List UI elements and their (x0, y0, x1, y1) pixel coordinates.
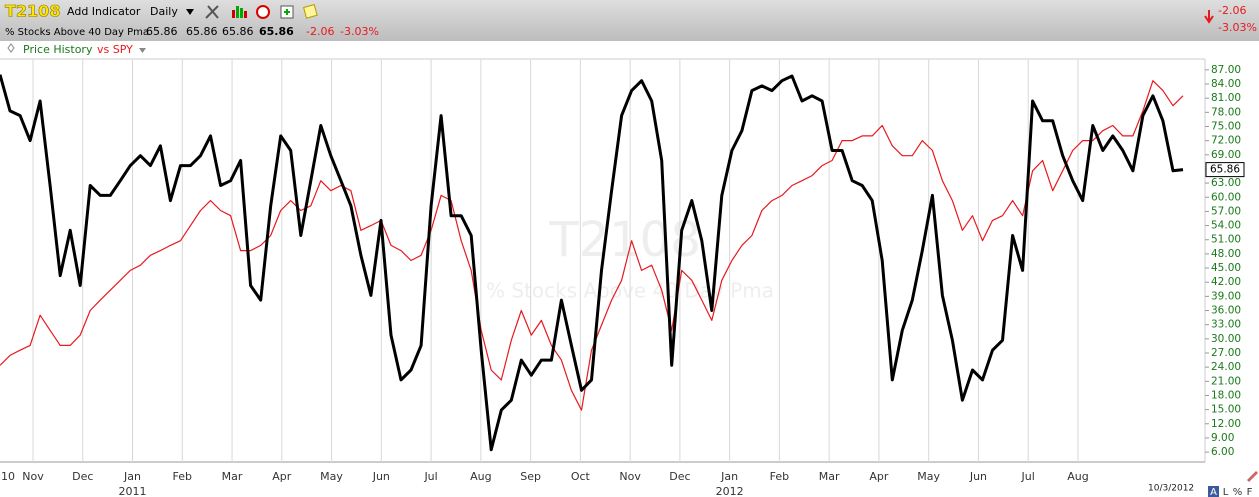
x-tick-label: May (917, 470, 940, 483)
y-tick-label: 33.00 (1211, 319, 1241, 331)
y-tick-label: 27.00 (1211, 347, 1241, 359)
x-tick-label: Apr (869, 470, 889, 483)
y-tick-label: 63.00 (1211, 177, 1241, 189)
y-tick-label: 51.00 (1211, 234, 1241, 246)
y-tick-label: 36.00 (1211, 305, 1241, 317)
tool-icons (205, 4, 318, 19)
x-tick-label: Mar (819, 470, 840, 483)
header-change-pct: -3.03% (1218, 21, 1257, 34)
button[interactable]: F (1247, 487, 1253, 497)
x-tick-label: Dec (72, 470, 93, 483)
header-change: -2.06 (1218, 4, 1246, 17)
legend-entry[interactable]: vs SPY (97, 43, 133, 56)
last-value-box (1205, 162, 1245, 178)
x-tick-label: Sep (520, 470, 541, 483)
y-tick-label: 12.00 (1211, 418, 1241, 430)
dropdown-arrow[interactable] (186, 9, 194, 15)
year-label: 2012 (716, 485, 744, 497)
quote-value: 65.86 (259, 25, 294, 38)
y-tick-label: 21.00 (1211, 375, 1241, 387)
x-tick-label: Nov (22, 470, 44, 483)
dropdown-arrow[interactable] (139, 48, 146, 53)
last-value-label: 65.86 (1210, 164, 1240, 176)
edit-icon[interactable] (1247, 471, 1258, 482)
y-tick-label: 24.00 (1211, 361, 1241, 373)
x-tick-label: Jul (423, 470, 437, 483)
y-tick-label: 75.00 (1211, 120, 1241, 132)
down-arrow (1204, 10, 1214, 24)
legend-entry[interactable]: Price History (23, 43, 93, 56)
x-tick-label: Apr (272, 470, 292, 483)
y-tick-label: 6.00 (1211, 446, 1234, 458)
x-tick-label: Jun (372, 470, 390, 483)
y-tick-label: 42.00 (1211, 276, 1241, 288)
y-tick-label: 81.00 (1211, 92, 1241, 104)
y-tick-label: 15.00 (1211, 404, 1241, 416)
y-tick-label: 69.00 (1211, 149, 1241, 161)
x-tick-label: Feb (770, 470, 789, 483)
y-tick-label: 60.00 (1211, 191, 1241, 203)
x-tick-label: Oct (571, 470, 591, 483)
watermark-symbol: T2108 (548, 212, 700, 268)
y-tick-label: 72.00 (1211, 135, 1241, 147)
x-tick-label: Jan (123, 470, 141, 483)
button[interactable]: % (1233, 487, 1243, 497)
y-tick-label: 84.00 (1211, 78, 1241, 90)
year-label: 2011 (119, 485, 147, 497)
x-tick-label: Jun (969, 470, 987, 483)
indicator-name: % Stocks Above 40 Day Pma (5, 27, 149, 38)
legend-handle[interactable] (7, 43, 15, 53)
menu-item[interactable]: Add Indicator (67, 5, 141, 18)
symbol[interactable]: T2108 (5, 1, 61, 21)
y-tick-label: 45.00 (1211, 262, 1241, 274)
x-tick-label: May (320, 470, 343, 483)
series-line (0, 80, 1184, 411)
x-tick-label: Mar (222, 470, 243, 483)
quote-value: 65.86 (186, 25, 218, 38)
button[interactable]: L (1223, 487, 1229, 497)
quote-change-pct: -3.03% (340, 25, 379, 38)
y-tick-label: 48.00 (1211, 248, 1241, 260)
y-tick-label: 57.00 (1211, 205, 1241, 217)
x-tick-label: 10 (1, 470, 15, 483)
y-tick-label: 87.00 (1211, 64, 1241, 76)
y-tick-label: 18.00 (1211, 389, 1241, 401)
y-tick-label: 78.00 (1211, 106, 1241, 118)
series-line (0, 74, 1184, 452)
quote-change: -2.06 (306, 25, 334, 38)
y-tick-label: 30.00 (1211, 333, 1241, 345)
button[interactable]: A (1210, 487, 1217, 497)
x-tick-label: Dec (669, 470, 690, 483)
y-tick-label: 39.00 (1211, 290, 1241, 302)
end-date: 10/3/2012 (1148, 484, 1194, 494)
x-tick-label: Jan (720, 470, 738, 483)
quote-value: 65.86 (146, 25, 178, 38)
y-tick-label: 54.00 (1211, 220, 1241, 232)
x-tick-label: Jul (1021, 470, 1035, 483)
x-tick-label: Nov (619, 470, 641, 483)
plot-background (0, 41, 1259, 497)
x-tick-label: Feb (173, 470, 192, 483)
menu-item[interactable]: Daily (150, 5, 178, 18)
x-tick-label: Aug (1067, 470, 1088, 483)
x-tick-label: Aug (470, 470, 491, 483)
button-bg (1208, 486, 1219, 497)
quote-value: 65.86 (222, 25, 254, 38)
y-tick-label: 9.00 (1211, 432, 1234, 444)
